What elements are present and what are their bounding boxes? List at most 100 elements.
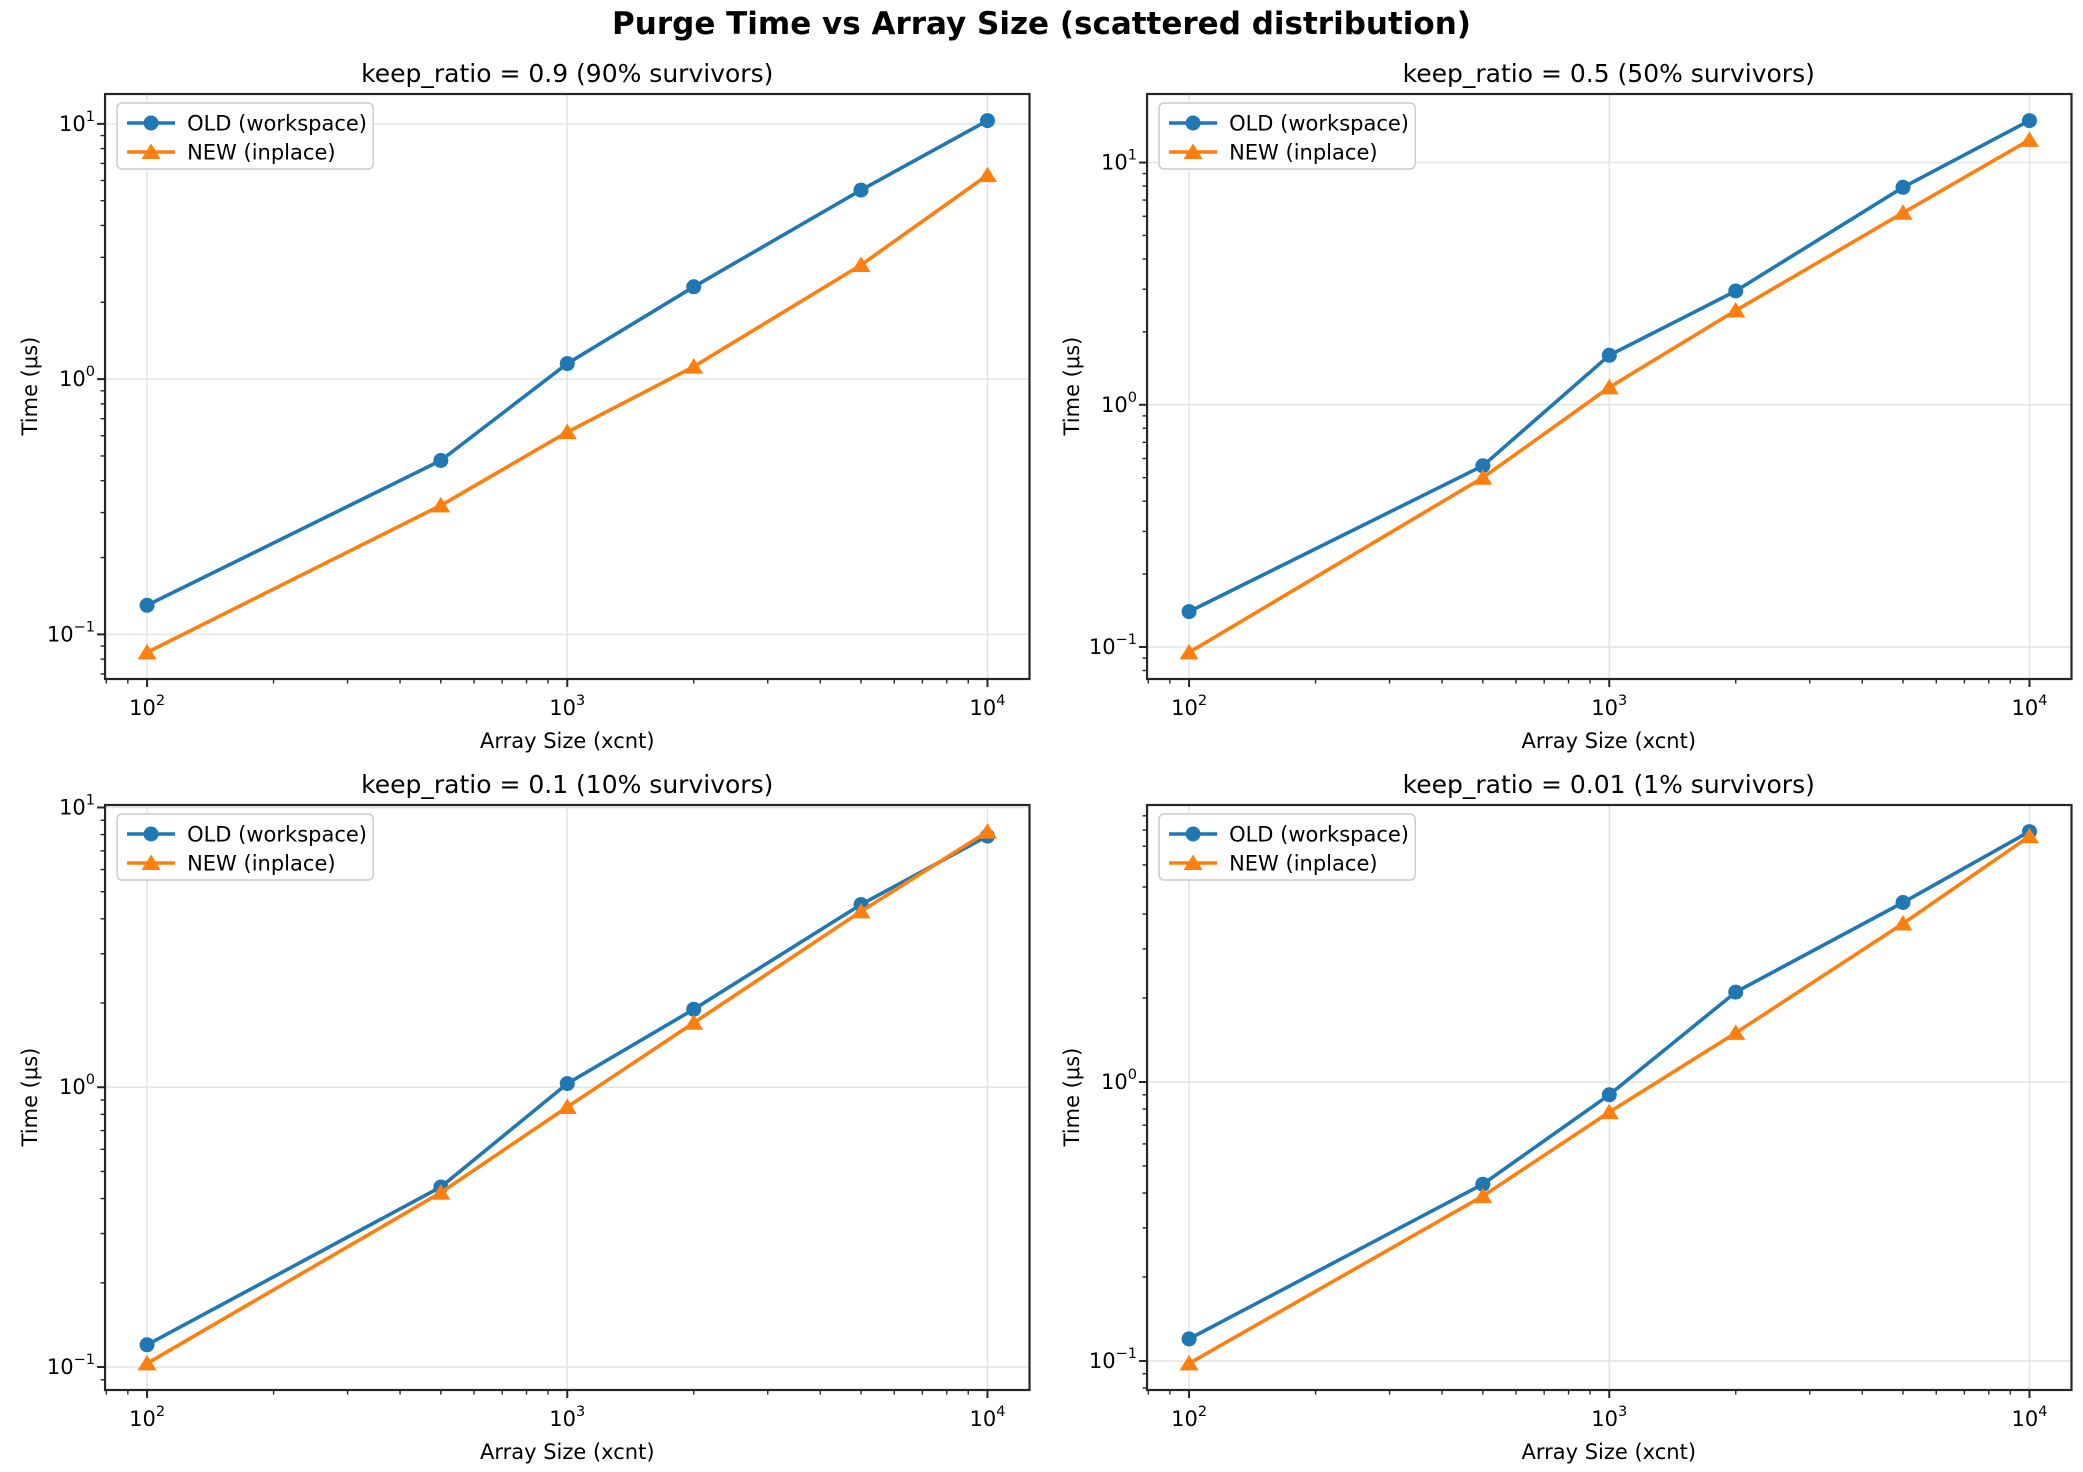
- series-line-new: [1186, 834, 2031, 1366]
- data-point-marker: [139, 1337, 155, 1353]
- data-point-marker: [1601, 1087, 1617, 1103]
- data-point-marker: [2021, 113, 2037, 129]
- grid: [105, 94, 1030, 679]
- axis-ticks: [1138, 815, 2030, 1398]
- data-point-marker: [1725, 302, 1745, 318]
- subplot-title: keep_ratio = 0.01 (1% survivors): [1402, 770, 1815, 799]
- chart-area-keep-0-9: 102 103 104 10−1 100 101 OLD (workspace) NEW (i…: [47, 92, 1031, 720]
- series-line-new: [145, 829, 990, 1366]
- data-point-marker: [559, 356, 575, 372]
- y-axis-label: Time (μs): [18, 336, 42, 436]
- axis-ticks: [97, 122, 989, 687]
- y-axis-label: Time (μs): [18, 1047, 42, 1147]
- y-tick-label: 101: [1101, 148, 1137, 175]
- x-tick-label: 102: [1171, 1404, 1207, 1431]
- legend: OLD (workspace) NEW (inplace): [1157, 102, 1416, 170]
- data-point-marker: [1599, 378, 1619, 395]
- data-point-marker: [1601, 347, 1617, 363]
- data-point-marker: [1893, 204, 1913, 220]
- x-tick-label: 104: [2011, 693, 2047, 720]
- data-point-marker: [2019, 827, 2039, 844]
- legend-box: [116, 813, 374, 881]
- data-point-marker: [1183, 143, 1203, 159]
- series-line-old: [1186, 829, 2031, 1341]
- data-point-marker: [1472, 469, 1492, 485]
- series-markers-new: [1179, 131, 2039, 660]
- legend-box: [116, 102, 374, 170]
- data-point-marker: [1185, 115, 1201, 131]
- data-point-marker: [431, 496, 451, 513]
- legend-label: NEW (inplace): [1229, 141, 1377, 165]
- series-line-new: [145, 173, 990, 655]
- data-point-marker: [979, 113, 995, 129]
- x-tick-label: 102: [129, 693, 165, 720]
- legend-label: NEW (inplace): [187, 852, 335, 876]
- y-tick-label: 100: [1101, 1067, 1137, 1094]
- y-tick-label: 10−1: [47, 619, 95, 646]
- data-point-marker: [686, 279, 702, 295]
- y-tick-label: 101: [59, 792, 95, 819]
- series-line-new: [1186, 138, 2031, 655]
- subplot-keep-ratio-0-01: 102 103 104 10−1 100 OLD (workspace) NEW (inpl…: [1042, 761, 2083, 1472]
- x-tick-label: 104: [969, 1404, 1005, 1431]
- y-tick-label: 10−1: [47, 1352, 95, 1379]
- data-point-marker: [137, 643, 157, 660]
- y-tick-label: 100: [1101, 390, 1137, 417]
- data-point-marker: [1474, 1176, 1490, 1192]
- series-markers-old: [1181, 113, 2037, 620]
- data-point-marker: [1895, 179, 1911, 195]
- data-point-marker: [1179, 1354, 1199, 1371]
- y-tick-label: 10−1: [1088, 1346, 1136, 1373]
- y-tick-label: 101: [59, 109, 95, 136]
- data-point-marker: [431, 1184, 451, 1200]
- subplot-title: keep_ratio = 0.1 (10% survivors): [361, 770, 774, 799]
- data-point-marker: [1474, 458, 1490, 474]
- subplot-title: keep_ratio = 0.5 (50% survivors): [1402, 59, 1815, 88]
- data-point-marker: [433, 453, 449, 468]
- legend-label: NEW (inplace): [187, 141, 335, 165]
- subplot-grid: 102 103 104 10−1 100 101 OLD (workspace) NEW (i…: [0, 50, 2083, 1472]
- legend-label: NEW (inplace): [1229, 852, 1377, 876]
- data-point-marker: [686, 1001, 702, 1017]
- data-point-marker: [684, 1014, 704, 1030]
- data-point-marker: [557, 1098, 577, 1114]
- data-point-marker: [1181, 1331, 1197, 1347]
- series-line-old: [145, 118, 990, 608]
- series-markers-old: [139, 113, 995, 613]
- series-line-old: [145, 834, 990, 1347]
- series-markers-new: [137, 823, 997, 1371]
- legend: OLD (workspace) NEW (inplace): [1157, 813, 1416, 881]
- subplot-title: keep_ratio = 0.9 (90% survivors): [361, 59, 774, 88]
- legend: OLD (workspace) NEW (inplace): [116, 813, 374, 881]
- data-point-marker: [1893, 915, 1913, 931]
- x-axis-label: Array Size (xcnt): [479, 729, 655, 753]
- y-axis-label: Time (μs): [1059, 1047, 1084, 1147]
- subplot-keep-ratio-0-1: 102 103 104 10−1 100 101 OLD (workspace) NEW (i…: [0, 761, 1042, 1472]
- legend-box: [1157, 102, 1416, 170]
- x-tick-label: 102: [1171, 693, 1207, 720]
- legend-label: OLD (workspace): [187, 112, 367, 136]
- legend-label: OLD (workspace): [187, 823, 367, 847]
- data-point-marker: [143, 115, 159, 131]
- data-point-marker: [1181, 604, 1197, 620]
- axis-ticks: [1138, 161, 2030, 687]
- subplot-keep-ratio-0-9: 102 103 104 10−1 100 101 OLD (workspace) NEW (i…: [0, 50, 1042, 761]
- data-point-marker: [1895, 895, 1911, 910]
- legend-label: OLD (workspace): [1229, 823, 1409, 847]
- data-point-marker: [1599, 1103, 1619, 1120]
- data-point-marker: [1472, 1187, 1492, 1204]
- x-tick-label: 103: [549, 1404, 585, 1431]
- x-tick-label: 104: [2011, 1404, 2047, 1431]
- x-tick-label: 104: [969, 693, 1005, 720]
- x-tick-label: 102: [129, 1404, 165, 1431]
- data-point-marker: [853, 182, 869, 198]
- data-point-marker: [851, 256, 871, 272]
- series-markers-new: [137, 166, 997, 660]
- data-point-marker: [559, 1076, 575, 1092]
- grid: [105, 805, 1030, 1390]
- data-point-marker: [143, 826, 159, 842]
- data-point-marker: [139, 597, 155, 613]
- data-point-marker: [141, 854, 161, 870]
- data-point-marker: [557, 423, 577, 440]
